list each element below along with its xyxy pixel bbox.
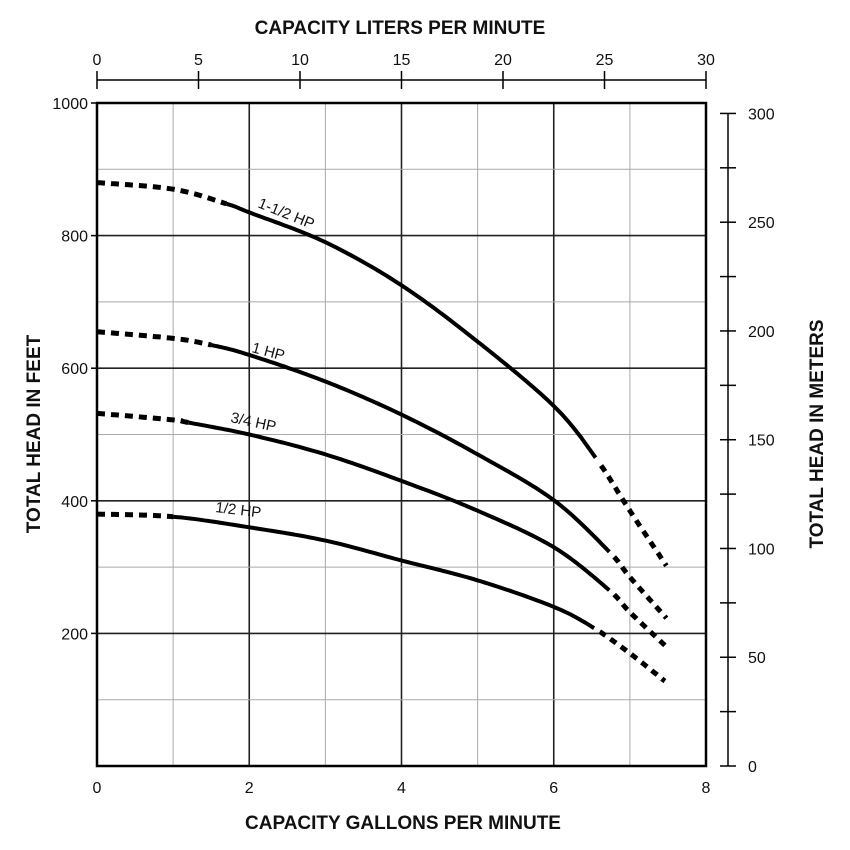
curve-dashed-end-1-1-2-hp: [599, 464, 669, 568]
x2-tick-label: 20: [494, 52, 512, 69]
y2-tick-label: 100: [748, 541, 775, 558]
curve-dashed-end-1-2-hp: [598, 629, 667, 684]
x2-tick-label: 30: [697, 52, 715, 69]
x-tick-label: 6: [549, 780, 558, 797]
y2-tick-label: 200: [748, 324, 775, 341]
curve-dashed-3-4-hp: [96, 410, 189, 426]
curve-dashed-end-1-hp: [612, 555, 669, 620]
curve-solid-1-1-2-hp: [225, 201, 598, 459]
curve-dashed-1-1-2-hp: [96, 180, 228, 207]
curve-dashed-end-3-4-hp: [612, 592, 667, 648]
curve-dashed-1-2-hp: [97, 511, 174, 520]
y-axis-title: TOTAL HEAD IN FEET: [24, 334, 45, 533]
curve-solid-1-2-hp: [172, 514, 596, 630]
y-tick-label: 800: [61, 229, 88, 246]
grid: [97, 103, 706, 766]
y-tick-label: 600: [61, 361, 88, 378]
x2-tick-label: 10: [291, 52, 309, 69]
x-tick-label: 4: [397, 780, 406, 797]
y-tick-label: 200: [61, 626, 88, 643]
x-tick-label: 2: [245, 780, 254, 797]
curve-solid-3-4-hp: [188, 420, 611, 592]
curve-dashed-1-hp: [96, 329, 212, 348]
x-axis-title: CAPACITY GALLONS PER MINUTE: [245, 813, 561, 834]
x-tick-label: 8: [702, 780, 711, 797]
x2-tick-label: 0: [93, 52, 102, 69]
x2-axis-title: CAPACITY LITERS PER MINUTE: [255, 18, 546, 39]
y-tick-label: 400: [61, 494, 88, 511]
y2-tick-label: 0: [748, 759, 757, 776]
series-label-1-hp: 1 HP: [250, 339, 287, 364]
x2-tick-label: 5: [194, 52, 203, 69]
y-tick-label: 1000: [52, 96, 88, 113]
plot-frame: [95, 101, 708, 768]
y2-tick-label: 300: [748, 106, 775, 123]
x-tick-label: 0: [93, 780, 102, 797]
x2-tick-label: 15: [393, 52, 411, 69]
y2-tick-label: 150: [748, 433, 775, 450]
y2-tick-label: 250: [748, 215, 775, 232]
x2-tick-label: 25: [596, 52, 614, 69]
series-label-1-2-hp: 1/2 HP: [215, 499, 263, 521]
y2-axis-title: TOTAL HEAD IN METERS: [807, 319, 828, 548]
y2-tick-label: 50: [748, 650, 766, 667]
curve-solid-1-hp: [210, 343, 611, 554]
curves: [96, 180, 669, 684]
